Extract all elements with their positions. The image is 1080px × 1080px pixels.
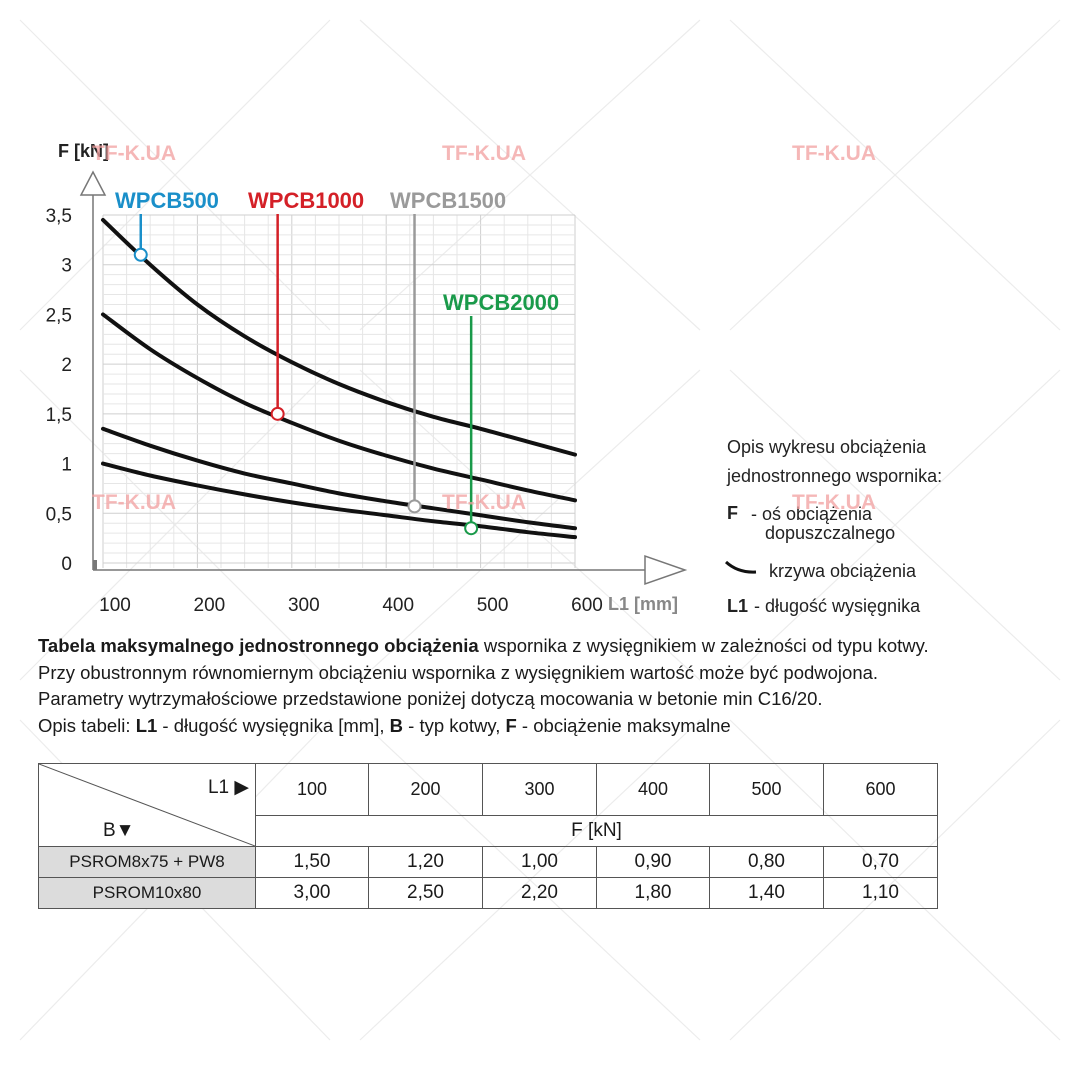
column-header: 400	[596, 763, 710, 816]
column-header: 500	[709, 763, 824, 816]
y-tick-labels: 0 0,5 1 1,5 2 2,5 3 3,5	[46, 206, 72, 575]
column-header: 200	[368, 763, 483, 816]
y-tick-label: 2,5	[46, 305, 72, 326]
series-marker	[270, 406, 285, 421]
y-tick-label: 0,5	[46, 504, 72, 525]
unit-header: F [kN]	[255, 814, 938, 848]
corner-l1-label: L1 ▶	[207, 777, 249, 798]
x-tick-labels: 100 200 300 400 500 600	[99, 595, 603, 616]
legend-title-line1: Opis wykresu obciążenia	[727, 437, 927, 457]
x-axis-arrow	[644, 554, 688, 586]
legend-curve-icon	[724, 560, 757, 574]
anchor-type-cell: PSROM10x80	[38, 877, 256, 909]
description-line-3: Parametry wytrzymałościowe przedstawione…	[38, 688, 823, 709]
value-cell: 0,80	[709, 846, 824, 878]
y-tick-label: 1,5	[46, 405, 72, 426]
description-line-2: Przy obustronnym równomiernym obciążeniu…	[38, 661, 879, 683]
watermark-text: TF-K.UA	[792, 142, 876, 165]
x-tick-label: 500	[477, 595, 509, 616]
value-cell: 2,20	[482, 877, 597, 909]
chart-axes	[79, 170, 688, 586]
x-axis-label: L1 [mm]	[608, 594, 678, 614]
x-tick-label: 100	[99, 595, 131, 616]
legend-f-key: F	[727, 503, 738, 523]
load-curve-wpcb1000	[101, 312, 577, 503]
load-curve-wpcb1500	[101, 426, 577, 531]
value-cell: 3,00	[255, 877, 369, 909]
watermark-text: TF-K.UA	[92, 142, 176, 165]
y-tick-label: 0	[61, 554, 72, 575]
y-tick-label: 3	[61, 256, 72, 277]
series-label: WPCB1000	[248, 188, 364, 213]
column-header: 100	[255, 763, 369, 816]
description-line-4: Opis tabeli: L1 - długość wysięgnika [mm…	[38, 714, 731, 736]
watermark-text: TF-K.UA	[92, 491, 176, 514]
y-axis-label: F [kN]	[58, 141, 109, 161]
description-line-1: Tabela maksymalnego jednostronnego obcią…	[38, 635, 929, 656]
legend-l1-key: L1	[727, 596, 748, 616]
load-curves	[101, 217, 577, 540]
series-label: WPCB1500	[390, 188, 506, 213]
value-cell: 1,50	[255, 846, 369, 878]
x-tick-label: 400	[382, 595, 414, 616]
value-cell: 2,50	[368, 877, 483, 909]
column-header: 600	[823, 763, 938, 816]
watermark-text: TF-K.UA	[442, 491, 526, 514]
value-cell: 1,00	[482, 846, 597, 878]
y-tick-label: 3,5	[46, 206, 72, 227]
chart-grid	[102, 214, 576, 568]
y-tick-label: 1	[61, 455, 72, 476]
series-marker	[464, 521, 479, 536]
series-markers: WPCB500 WPCB1000 WPCB1500 WPCB2000	[115, 188, 559, 536]
x-tick-label: 600	[571, 595, 603, 616]
legend-f-desc-line1: - oś obciążenia	[751, 504, 873, 524]
anchor-type-cell: PSROM8x75 + PW8	[38, 846, 256, 878]
watermark-text: TF-K.UA	[442, 142, 526, 165]
legend-title-line2: jednostronnego wspornika:	[726, 466, 942, 486]
value-cell: 1,10	[823, 877, 938, 909]
column-header: 300	[482, 763, 597, 816]
table-corner-cell: L1 ▶ B▼	[38, 763, 256, 847]
series-marker	[407, 499, 422, 514]
y-tick-label: 2	[61, 355, 72, 376]
load-chart: F [kN] L1 [mm] 0 0,5 1 1,5 2 2,5 3 3,5 100 200 30…	[46, 141, 943, 616]
value-cell: 1,20	[368, 846, 483, 878]
y-axis-arrow	[79, 170, 107, 196]
load-curve-wpcb2000	[101, 461, 577, 540]
x-tick-label: 200	[194, 595, 226, 616]
value-cell: 1,40	[709, 877, 824, 909]
load-table: L1 ▶ B▼ 100 200 300 400 500 600 F [kN] P…	[38, 763, 938, 909]
series-marker	[133, 247, 148, 262]
x-tick-label: 300	[288, 595, 320, 616]
legend-f-desc-line2: dopuszczalnego	[765, 523, 895, 543]
value-cell: 0,70	[823, 846, 938, 878]
value-cell: 0,90	[596, 846, 710, 878]
legend-curve-desc: krzywa obciążenia	[769, 561, 917, 581]
table-row: PSROM10x80 3,00 2,50 2,20 1,80 1,40 1,10	[38, 877, 938, 909]
corner-b-label: B▼	[103, 820, 135, 841]
value-cell: 1,80	[596, 877, 710, 909]
table-row: PSROM8x75 + PW8 1,50 1,20 1,00 0,90 0,80…	[38, 846, 938, 878]
load-curve-wpcb500	[101, 217, 577, 457]
watermark-text: TF-K.UA	[792, 491, 876, 514]
series-label: WPCB2000	[443, 290, 559, 315]
table-description: Tabela maksymalnego jednostronnego obcią…	[38, 633, 1078, 739]
legend-l1-desc: - długość wysięgnika	[754, 596, 921, 616]
series-label: WPCB500	[115, 188, 219, 213]
